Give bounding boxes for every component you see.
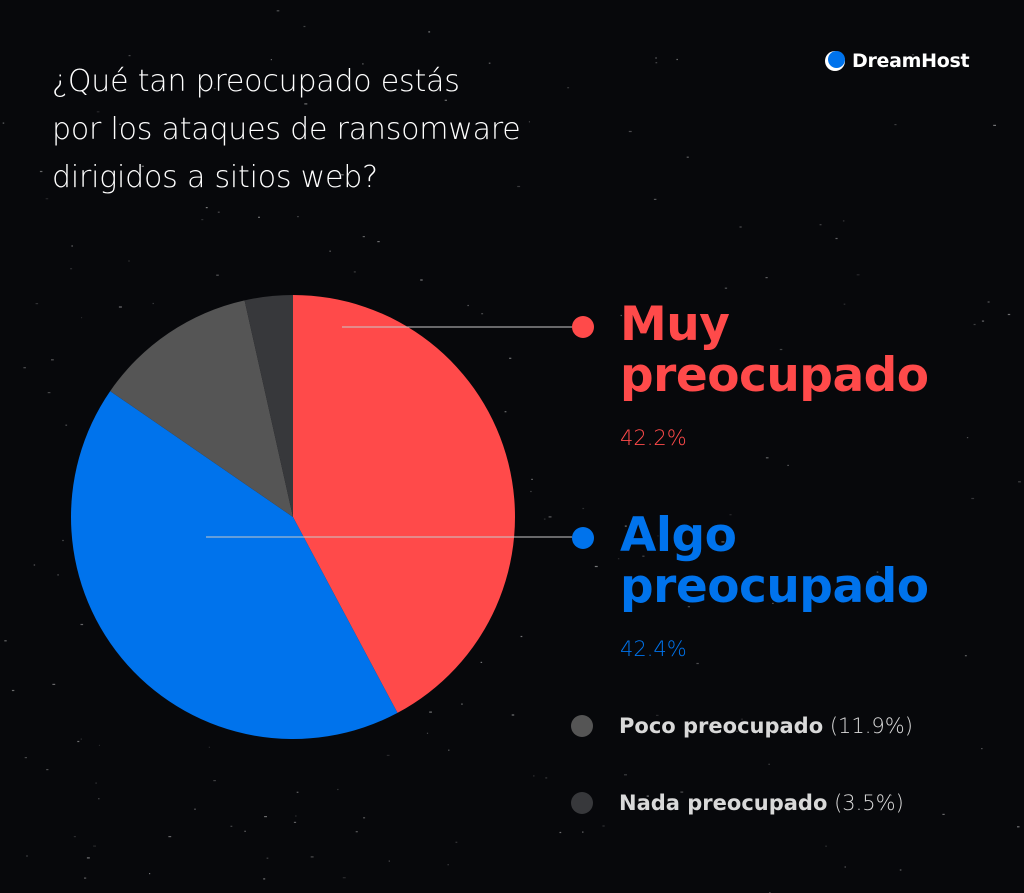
- legend-nada-preocupado: Nada preocupado (3.5%): [571, 791, 904, 815]
- legend-label-text: Nada preocupado: [619, 791, 828, 815]
- legend-dot-gray: [571, 715, 593, 737]
- legend-dot-dark-gray: [571, 792, 593, 814]
- title-line: por los ataques de ransomware: [52, 112, 521, 147]
- legend-percentage: (11.9%): [829, 714, 913, 738]
- legend-label-line2: preocupado: [620, 348, 929, 403]
- pie-slice-algo-preocupado: [70, 391, 398, 740]
- legend-percentage: (3.5%): [834, 791, 904, 815]
- pie-slice-nada-preocupado: [244, 295, 293, 517]
- chart-title: ¿Qué tan preocupado estás por los ataque…: [52, 58, 521, 202]
- legend-label: Poco preocupado (11.9%): [619, 714, 913, 738]
- legend-label: Nada preocupado (3.5%): [619, 791, 904, 815]
- pie-slice-poco-preocupado: [110, 300, 293, 517]
- legend-dot-blue: [572, 527, 594, 549]
- legend-label-line1: Algo: [620, 508, 737, 563]
- legend-dot-red: [572, 316, 594, 338]
- title-line: ¿Qué tan preocupado estás: [52, 64, 460, 99]
- legend-poco-preocupado: Poco preocupado (11.9%): [571, 714, 913, 738]
- legend-label: Algo preocupado: [620, 510, 929, 612]
- moon-logo-icon: [825, 51, 845, 71]
- legend-percentage: 42.4%: [620, 637, 687, 661]
- dreamhost-logo: DreamHost: [824, 50, 970, 72]
- legend-label-text: Poco preocupado: [619, 714, 824, 738]
- legend-label-line1: Muy: [620, 297, 730, 352]
- legend-label: Muy preocupado: [620, 299, 929, 401]
- legend-percentage: 42.2%: [620, 426, 687, 450]
- legend-label-line2: preocupado: [620, 559, 929, 614]
- title-line: dirigidos a sitios web?: [52, 160, 378, 195]
- pie-slice-muy-preocupado: [293, 295, 515, 713]
- brand-name: DreamHost: [852, 50, 970, 72]
